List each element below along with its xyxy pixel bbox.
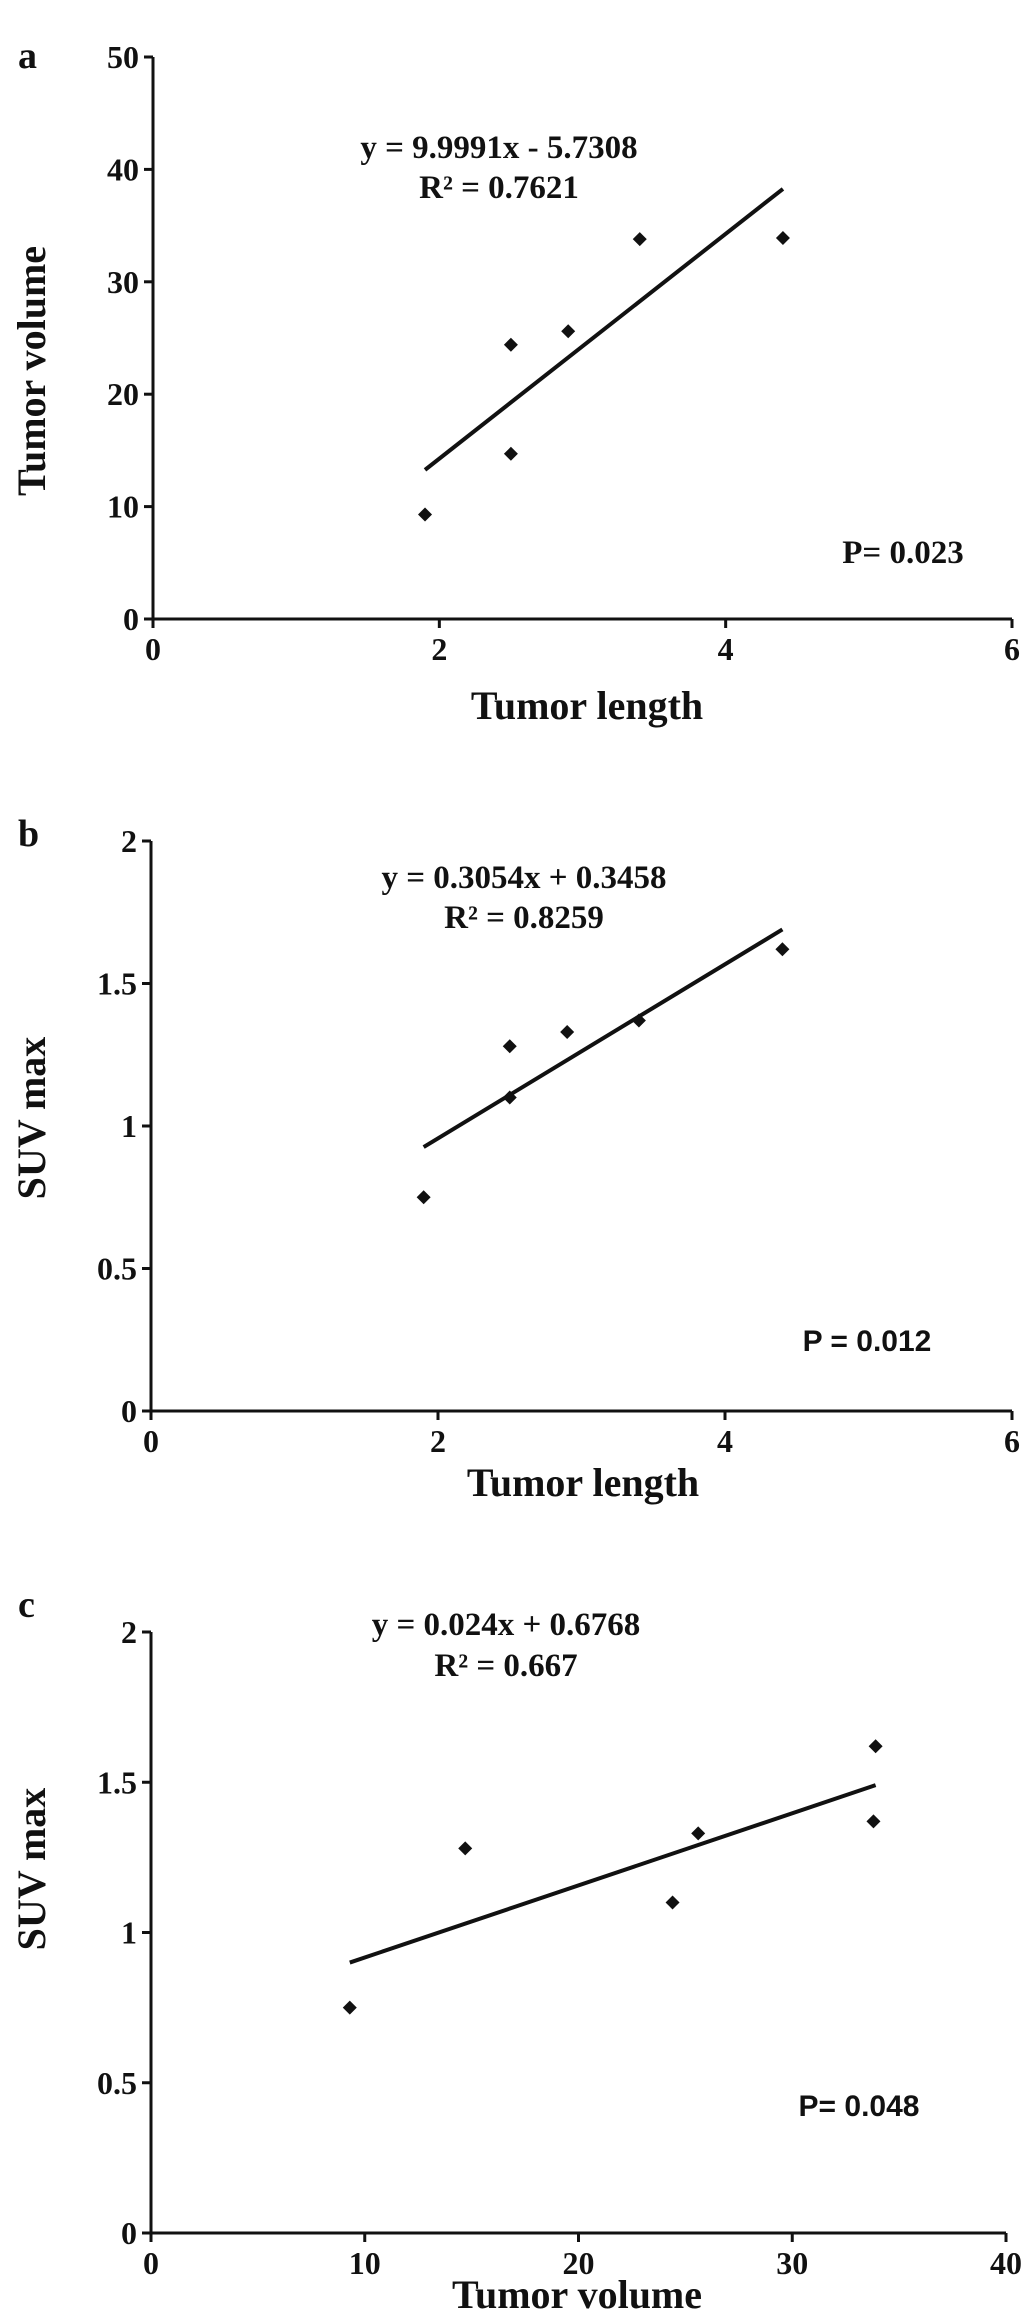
y-tick-label: 0.5 xyxy=(97,1251,137,1287)
x-tick-label: 6 xyxy=(1004,631,1020,667)
equation-a: y = 9.9991x - 5.7308 xyxy=(360,130,637,166)
panel-label-c: c xyxy=(18,1584,35,1626)
y-tick-label: 1 xyxy=(121,1915,137,1951)
y-tick-label: 2 xyxy=(121,823,137,859)
x-tick-label: 2 xyxy=(430,1423,446,1459)
y-tick-label: 40 xyxy=(107,151,139,187)
p-value-c: P= 0.048 xyxy=(799,2090,920,2123)
x-tick-label: 0 xyxy=(145,631,161,667)
y-tick-label: 20 xyxy=(107,376,139,412)
x-tick-label: 30 xyxy=(776,2245,808,2281)
trend-line xyxy=(422,927,784,1149)
data-point xyxy=(868,1739,883,1754)
panel-b: b SUV max Tumor length y = 0.3054x + 0.3… xyxy=(9,813,1020,1505)
x-tick-label: 0 xyxy=(143,2245,159,2281)
y-axis-label-a: Tumor volume xyxy=(9,246,54,496)
data-point xyxy=(502,1090,517,1105)
panel-label-a: a xyxy=(18,35,37,77)
p-value-a: P= 0.023 xyxy=(842,535,963,571)
y-tick-label: 1.5 xyxy=(97,966,137,1002)
y-tick-label: 10 xyxy=(107,489,139,525)
data-point xyxy=(665,1895,680,1910)
y-tick-label: 30 xyxy=(107,264,139,300)
x-tick-label: 40 xyxy=(990,2245,1022,2281)
data-point xyxy=(560,1024,575,1039)
data-point xyxy=(342,2000,357,2015)
x-axis-label-c: Tumor volume xyxy=(452,2272,702,2317)
trend-line xyxy=(423,187,785,472)
equation-b: y = 0.3054x + 0.3458 xyxy=(381,860,666,896)
trend-line xyxy=(349,1783,877,1965)
x-tick-label: 4 xyxy=(718,631,734,667)
r-squared-c: R² = 0.667 xyxy=(434,1648,577,1684)
data-point xyxy=(416,1190,431,1205)
x-tick-label: 0 xyxy=(143,1423,159,1459)
x-tick-label: 20 xyxy=(563,2245,595,2281)
panel-c: c SUV max Tumor volume y = 0.024x + 0.67… xyxy=(9,1584,1022,2317)
y-tick-label: 0 xyxy=(121,1393,137,1429)
data-point xyxy=(775,942,790,957)
data-point xyxy=(418,507,433,522)
data-point xyxy=(632,232,647,247)
x-axis-label-b: Tumor length xyxy=(467,1460,699,1505)
y-tick-label: 0 xyxy=(123,601,139,637)
x-tick-label: 6 xyxy=(1004,1423,1020,1459)
data-point xyxy=(458,1841,473,1856)
y-tick-label: 0 xyxy=(121,2215,137,2251)
data-point xyxy=(866,1814,881,1829)
p-value-b: P = 0.012 xyxy=(803,1325,932,1358)
panel-a: a Tumor volume Tumor length y = 9.9991x … xyxy=(9,35,1020,728)
r-squared-a: R² = 0.7621 xyxy=(419,170,579,206)
y-tick-label: 2 xyxy=(121,1614,137,1650)
x-tick-label: 2 xyxy=(431,631,447,667)
data-point xyxy=(691,1826,706,1841)
data-point xyxy=(631,1013,646,1028)
equation-c: y = 0.024x + 0.6768 xyxy=(372,1607,641,1643)
data-point xyxy=(561,324,576,339)
data-point xyxy=(775,230,790,245)
y-axis-label-c: SUV max xyxy=(9,1788,54,1951)
y-tick-label: 1.5 xyxy=(97,1764,137,1800)
data-point xyxy=(503,337,518,352)
data-point xyxy=(502,1039,517,1054)
y-tick-label: 0.5 xyxy=(97,2065,137,2101)
y-tick-label: 1 xyxy=(121,1108,137,1144)
x-axis-label-a: Tumor length xyxy=(471,683,703,728)
panel-label-b: b xyxy=(18,813,39,855)
x-tick-label: 10 xyxy=(349,2245,381,2281)
y-axis-label-b: SUV max xyxy=(9,1037,54,1200)
data-point xyxy=(503,446,518,461)
x-tick-label: 4 xyxy=(717,1423,733,1459)
r-squared-b: R² = 0.8259 xyxy=(444,900,604,936)
y-tick-label: 50 xyxy=(107,39,139,75)
